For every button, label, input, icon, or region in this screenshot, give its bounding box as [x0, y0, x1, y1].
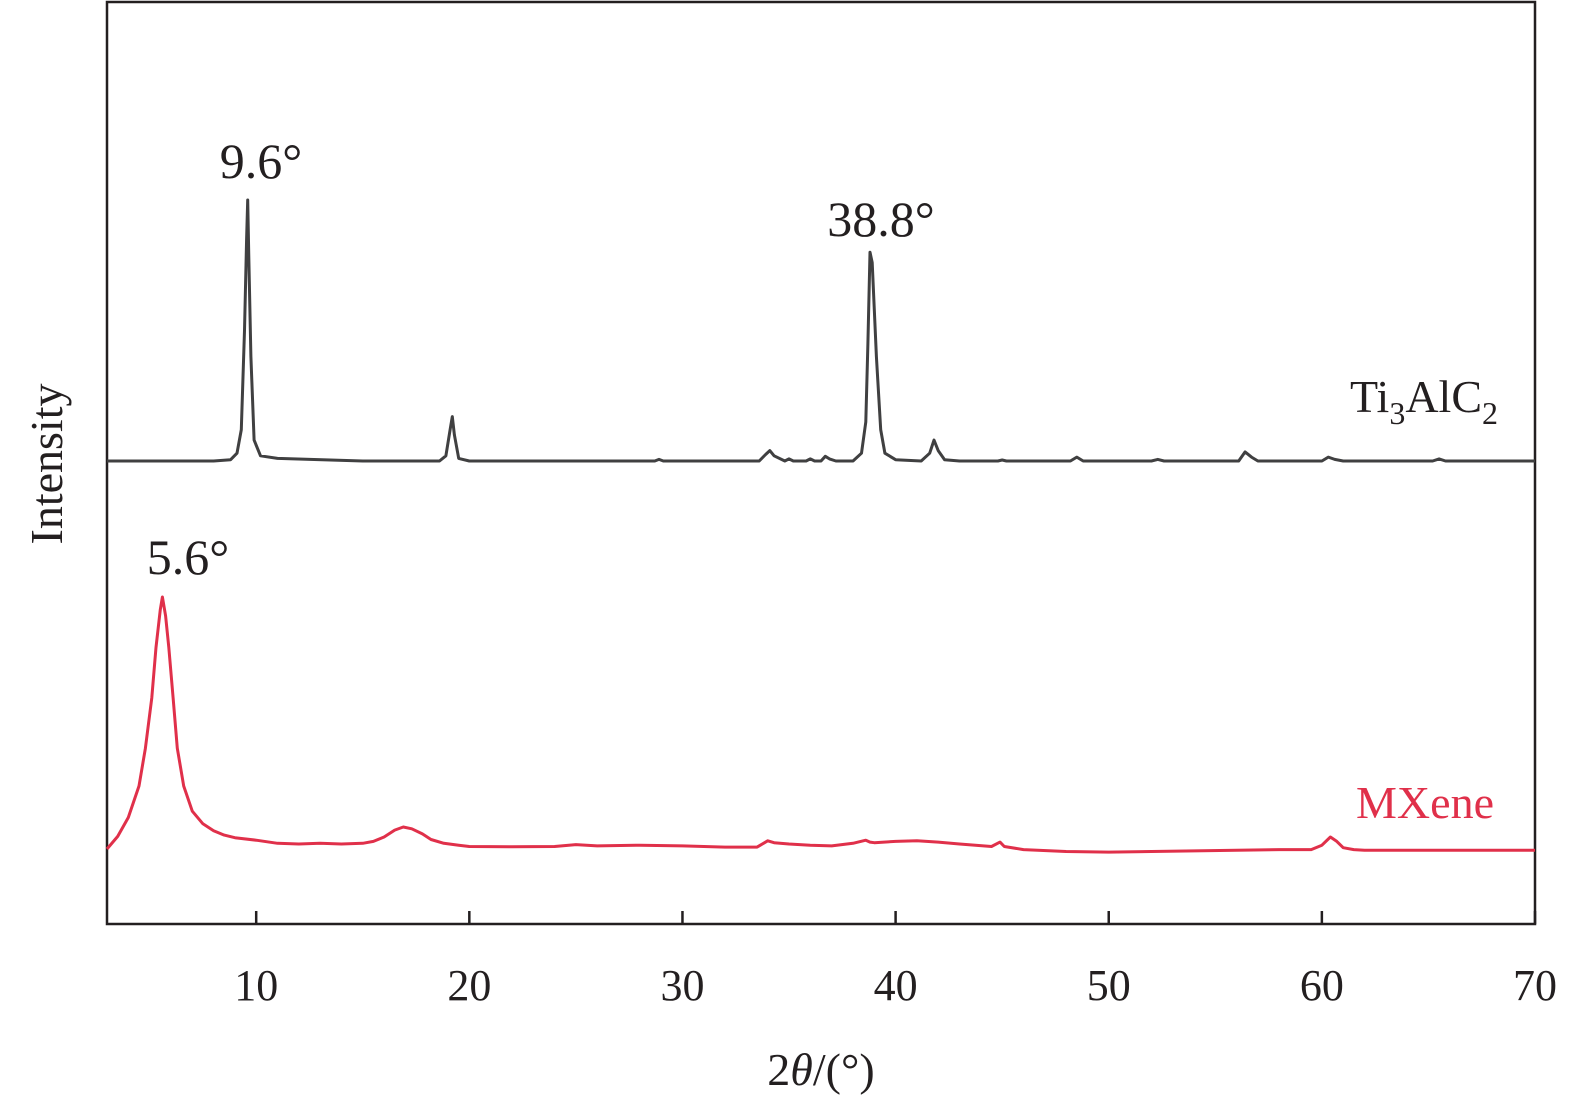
x-tick-label-30: 30: [660, 961, 704, 1010]
x-tick-label-70: 70: [1513, 961, 1557, 1010]
x-tick-label-10: 10: [234, 961, 278, 1010]
x-tick-label-40: 40: [874, 961, 918, 1010]
x-tick-label-20: 20: [447, 961, 491, 1010]
plot-frame: [105, 0, 1537, 926]
annotation-9.6: 9.6°: [220, 133, 303, 189]
annotation-5.6: 5.6°: [147, 529, 230, 585]
series-mxene-line: [105, 595, 1535, 854]
legend-ti3alc2: Ti3AlC2: [1350, 371, 1498, 431]
legend-mxene: MXene: [1356, 777, 1494, 828]
x-tick-label-50: 50: [1087, 961, 1131, 1010]
annotation-38.8: 38.8°: [827, 191, 935, 247]
x-axis-label: 2θ/(°): [767, 1044, 874, 1095]
y-axis-label: Intensity: [21, 384, 72, 545]
series-ti3alc2-line: [107, 198, 1535, 463]
x-tick-label-60: 60: [1300, 961, 1344, 1010]
